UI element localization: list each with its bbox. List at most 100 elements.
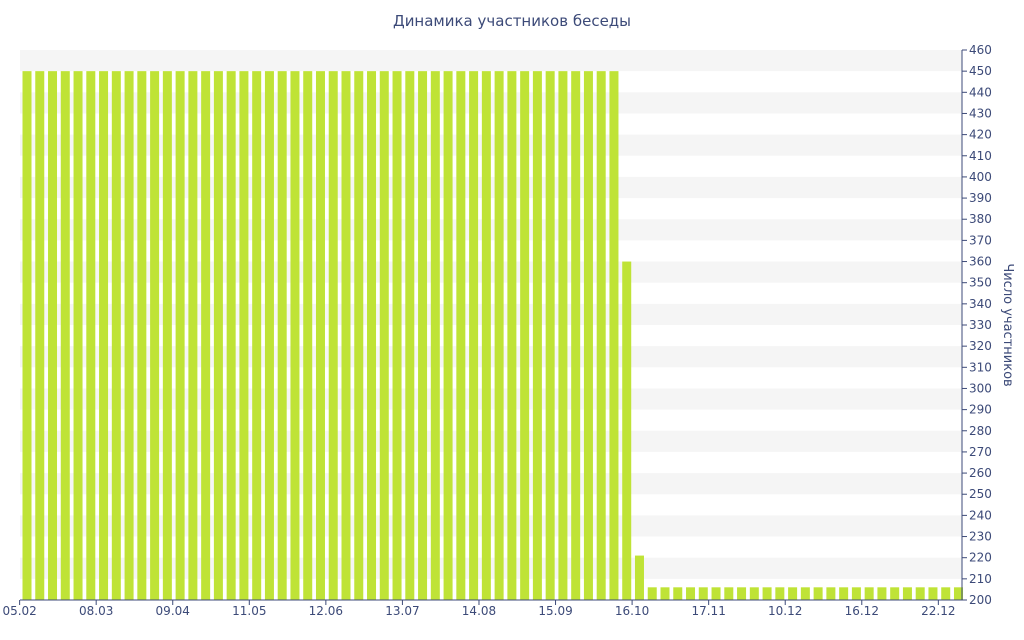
bar: [252, 71, 262, 600]
bar: [418, 71, 428, 600]
x-tick-label: 12.06: [309, 604, 343, 618]
bar: [213, 71, 223, 600]
bar: [481, 71, 491, 600]
bar: [558, 71, 568, 600]
bar: [596, 71, 606, 600]
bar: [902, 587, 912, 600]
bar: [35, 71, 45, 600]
bar: [775, 587, 785, 600]
bar: [162, 71, 172, 600]
bar: [647, 587, 657, 600]
grid-band: [20, 219, 962, 241]
bar: [686, 587, 696, 600]
bar: [175, 71, 185, 600]
bar: [315, 71, 325, 600]
grid-band: [20, 176, 962, 199]
x-tick-label: 16.12: [845, 604, 879, 618]
grid-bands: [20, 50, 962, 579]
bar: [86, 71, 96, 600]
bar: [354, 71, 364, 600]
bars: [22, 71, 963, 600]
bar: [634, 555, 644, 600]
bar: [800, 587, 810, 600]
bar: [877, 587, 887, 600]
x-tick-label: 05.02: [2, 604, 36, 618]
bar: [673, 587, 683, 600]
bar: [264, 71, 274, 600]
bar: [341, 71, 351, 600]
bar: [660, 587, 670, 600]
bar: [405, 71, 415, 600]
chart-title: Динамика участников беседы: [392, 12, 632, 30]
bar: [469, 71, 479, 600]
bar: [571, 71, 581, 600]
y-tick-label: 260: [969, 466, 992, 480]
bar: [826, 587, 836, 600]
grid-band: [20, 388, 962, 410]
y-tick-label: 300: [969, 381, 992, 395]
x-tick-label: 08.03: [79, 604, 113, 618]
y-tick-label: 430: [969, 106, 992, 120]
bar: [711, 587, 721, 600]
bar: [99, 71, 109, 600]
y-tick-label: 440: [969, 85, 992, 99]
bar: [583, 71, 593, 600]
bar: [188, 71, 198, 600]
y-tick-label: 220: [969, 551, 992, 565]
bar: [22, 71, 32, 600]
grid-band: [20, 346, 962, 368]
x-tick-label: 11.05: [232, 604, 266, 618]
bar: [379, 71, 389, 600]
y-tick-label: 280: [969, 424, 992, 438]
bar: [749, 587, 759, 600]
bar: [124, 71, 134, 600]
bar: [328, 71, 338, 600]
bar: [864, 587, 874, 600]
bar: [303, 71, 313, 600]
y-tick-label: 230: [969, 530, 992, 544]
y-tick-label: 240: [969, 508, 992, 522]
grid-band: [20, 303, 962, 325]
y-tick-label: 390: [969, 191, 992, 205]
y-tick-label: 310: [969, 360, 992, 374]
bar: [277, 71, 287, 600]
bar: [456, 71, 466, 600]
bar: [762, 587, 772, 600]
y-tick-label: 340: [969, 297, 992, 311]
bar: [226, 71, 236, 600]
bar: [494, 71, 504, 600]
bar: [48, 71, 58, 600]
x-tick-label: 17.11: [691, 604, 725, 618]
y-tick-label: 320: [969, 339, 992, 353]
bar: [890, 587, 900, 600]
bar: [520, 71, 530, 600]
grid-band: [20, 515, 962, 537]
y-axis-label: Число участников: [1000, 263, 1015, 386]
x-tick-label: 09.04: [156, 604, 190, 618]
x-ticks: 05.02 08.03 09.04 11.05 12.06 13.07 14.08 15.09…: [2, 600, 956, 618]
y-tick-label: 380: [969, 212, 992, 226]
x-tick-label: 22.12: [921, 604, 955, 618]
bar: [609, 71, 619, 600]
y-tick-label: 450: [969, 64, 992, 78]
grid-band: [20, 557, 962, 579]
y-tick-label: 330: [969, 318, 992, 332]
bar: [150, 71, 160, 600]
bar: [60, 71, 70, 600]
bar: [430, 71, 440, 600]
bar: [622, 261, 632, 600]
bar: [941, 587, 951, 600]
grid-band: [20, 134, 962, 156]
bar: [239, 71, 249, 600]
x-tick-label: 14.08: [462, 604, 496, 618]
y-tick-label: 360: [969, 255, 992, 269]
y-ticks: 200 210 220 230 240 250 260 270 280 290 300 310 320 3…: [962, 43, 992, 607]
bar: [137, 71, 147, 600]
bar: [532, 71, 542, 600]
bar: [724, 587, 734, 600]
bar: [698, 587, 708, 600]
y-tick-label: 460: [969, 43, 992, 57]
bar: [392, 71, 402, 600]
y-tick-label: 290: [969, 403, 992, 417]
